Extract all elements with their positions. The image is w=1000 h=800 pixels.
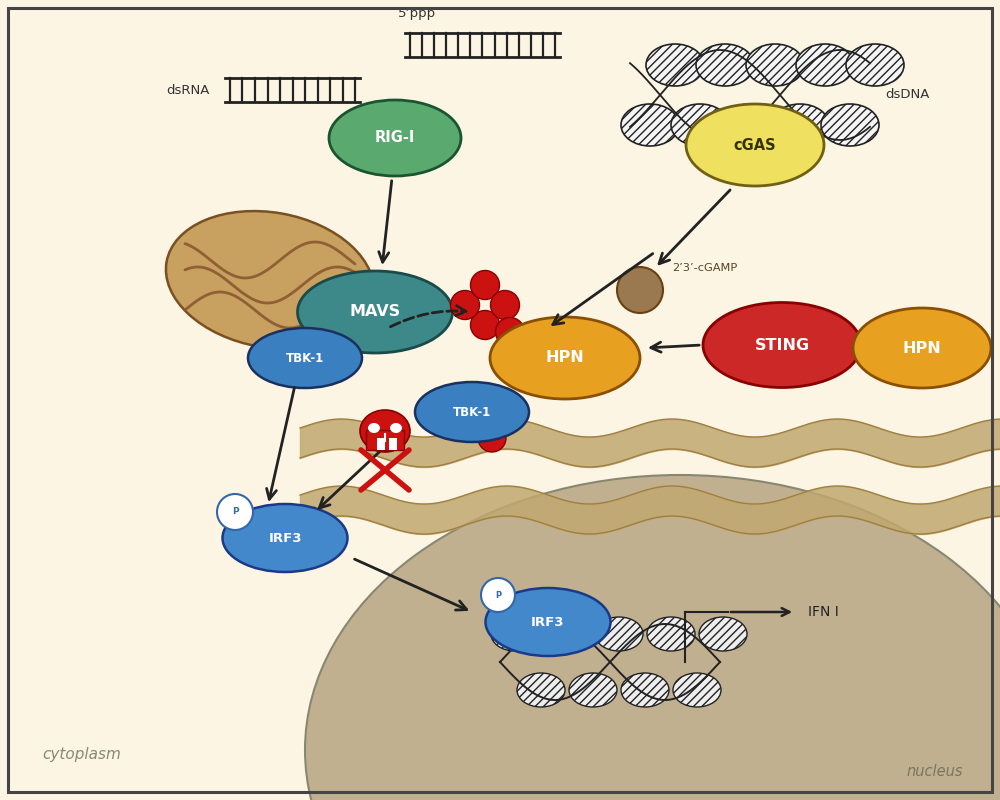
Bar [366,430,404,450]
Text: dsRNA: dsRNA [167,83,210,97]
Ellipse shape [621,673,669,707]
Text: MAVS: MAVS [349,305,401,319]
Ellipse shape [470,270,499,299]
Ellipse shape [617,267,663,313]
Ellipse shape [486,588,610,656]
Ellipse shape [495,318,524,346]
Text: 5’ppp: 5’ppp [398,7,436,20]
Ellipse shape [671,104,729,146]
Ellipse shape [771,104,829,146]
Ellipse shape [490,317,640,399]
Ellipse shape [853,308,991,388]
Text: cGAS: cGAS [734,138,776,153]
Ellipse shape [470,310,499,339]
Text: IRF3: IRF3 [531,615,565,629]
Text: STING: STING [754,338,810,353]
Ellipse shape [481,578,515,612]
Ellipse shape [821,104,879,146]
Text: P: P [495,590,501,599]
Text: TBK-1: TBK-1 [453,406,491,418]
Text: TBK-1: TBK-1 [286,351,324,365]
Text: HPN: HPN [546,350,584,366]
Ellipse shape [415,382,529,442]
Bar [389,438,397,450]
Ellipse shape [166,211,374,349]
Ellipse shape [595,617,643,651]
Ellipse shape [686,104,824,186]
Ellipse shape [621,104,679,146]
Ellipse shape [217,494,253,530]
Ellipse shape [329,100,461,176]
Text: nucleus: nucleus [907,765,963,779]
Ellipse shape [699,617,747,651]
Bar [377,438,385,450]
Ellipse shape [696,44,754,86]
Ellipse shape [646,44,704,86]
Ellipse shape [673,673,721,707]
Ellipse shape [248,328,362,388]
Text: HPN: HPN [903,341,941,355]
Ellipse shape [491,617,539,651]
Ellipse shape [796,44,854,86]
Ellipse shape [478,424,506,452]
Text: dsDNA: dsDNA [885,89,929,102]
Ellipse shape [846,44,904,86]
Ellipse shape [390,423,402,433]
Ellipse shape [647,617,695,651]
Ellipse shape [298,271,452,353]
Ellipse shape [458,404,486,432]
Ellipse shape [450,290,480,319]
Text: P: P [232,507,238,517]
Ellipse shape [569,673,617,707]
Text: 2’3’-cGAMP: 2’3’-cGAMP [672,263,737,273]
Text: RIG-I: RIG-I [375,130,415,146]
Text: IFN I: IFN I [808,605,839,619]
Ellipse shape [305,475,1000,800]
Ellipse shape [703,302,861,387]
Ellipse shape [222,504,348,572]
Ellipse shape [746,44,804,86]
Text: IRF3: IRF3 [268,531,302,545]
Text: cytoplasm: cytoplasm [42,747,121,762]
Ellipse shape [368,423,380,433]
Ellipse shape [490,290,520,319]
Ellipse shape [543,617,591,651]
Ellipse shape [360,410,410,452]
Ellipse shape [721,104,779,146]
Ellipse shape [517,673,565,707]
